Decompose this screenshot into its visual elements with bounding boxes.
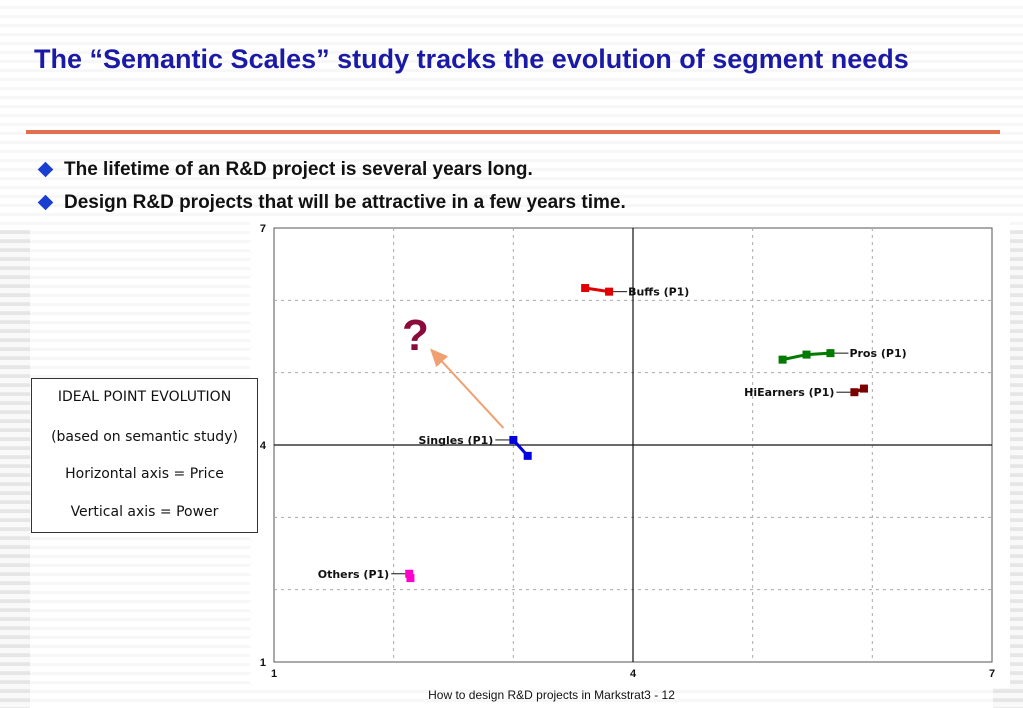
background-left-stripes	[0, 230, 30, 708]
data-point	[778, 355, 787, 364]
x-tick-label: 4	[630, 668, 637, 680]
bullet-text: Design R&D projects that will be attract…	[64, 191, 626, 213]
data-point	[826, 349, 835, 358]
bullet-item: Design R&D projects that will be attract…	[37, 186, 626, 219]
x-tick-label: 1	[271, 668, 277, 680]
x-tick-label: 7	[989, 668, 995, 680]
legend-box: IDEAL POINT EVOLUTION (based on semantic…	[31, 378, 258, 533]
legend-line: Horizontal axis = Price	[65, 466, 224, 482]
bullet-list: The lifetime of an R&D project is severa…	[37, 153, 626, 219]
data-point	[859, 384, 868, 393]
chart-area: 1 4 7 1 4 7 Buffs (P1) Pros (P1) HiEarners (P1) S…	[250, 218, 1010, 688]
bullet-text: The lifetime of an R&D project is severa…	[64, 158, 533, 180]
data-point	[405, 569, 414, 578]
series-label: Buffs (P1)	[628, 286, 689, 299]
footer: How to design R&D projects in Markstrat3…	[0, 688, 1023, 702]
ideal-point-chart: 1 4 7 1 4 7 Buffs (P1) Pros (P1) HiEarners (P1) S…	[260, 223, 995, 680]
y-tick-label: 7	[260, 223, 266, 235]
data-point	[406, 574, 415, 583]
legend-line: Vertical axis = Power	[70, 504, 219, 520]
slide-title: The “Semantic Scales” study tracks the e…	[34, 44, 909, 74]
y-tick-label: 4	[260, 440, 267, 452]
legend-line: (based on semantic study)	[51, 429, 238, 445]
data-point	[581, 284, 590, 293]
data-point	[523, 451, 532, 460]
evolution-arrow	[429, 348, 505, 429]
title-divider	[26, 130, 1000, 134]
question-mark: ?	[402, 311, 429, 360]
bullet-item: The lifetime of an R&D project is severa…	[37, 153, 626, 186]
data-point	[802, 350, 811, 359]
data-point	[509, 435, 518, 444]
diamond-bullet-icon	[37, 161, 54, 178]
series-label: Pros (P1)	[849, 347, 906, 360]
data-point	[850, 388, 859, 397]
series-label: HiEarners (P1)	[744, 386, 834, 399]
diamond-bullet-icon	[37, 194, 54, 211]
series-label: Others (P1)	[318, 568, 389, 581]
series-label: Singles (P1)	[419, 434, 494, 447]
y-tick-label: 1	[260, 657, 266, 669]
legend-line: IDEAL POINT EVOLUTION	[57, 389, 232, 405]
footer-text: How to design R&D projects in Markstrat3…	[428, 688, 675, 702]
data-point	[605, 287, 614, 296]
